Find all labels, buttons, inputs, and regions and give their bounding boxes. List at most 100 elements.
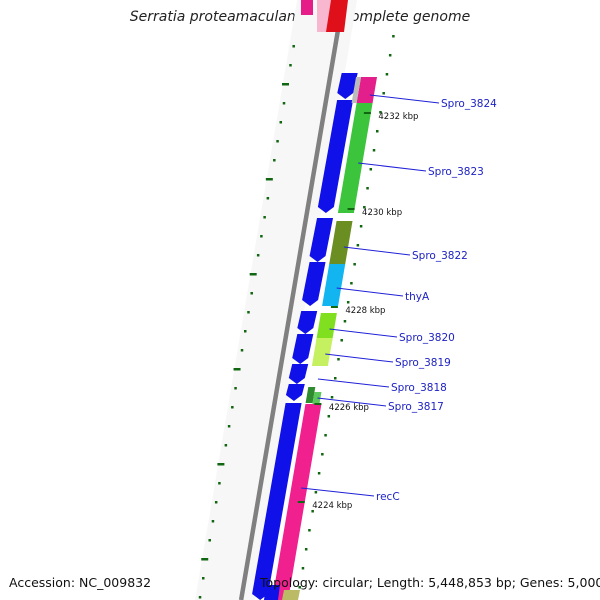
gene-label-Spro_3819: Spro_3819: [395, 357, 451, 369]
gene-leader-line: [325, 353, 394, 363]
kbp-label: 4228 kbp: [345, 306, 385, 316]
top-red-feature: [326, 0, 348, 32]
gene-label-thyA: thyA: [405, 291, 430, 303]
tick-dot: [317, 472, 321, 475]
tick-dot: [266, 197, 270, 200]
tick-dot: [301, 567, 305, 570]
gene-label-Spro_3824: Spro_3824: [441, 98, 497, 110]
tick-dot: [211, 520, 215, 523]
tick-dot: [202, 577, 205, 580]
gene-label-Spro_3823: Spro_3823: [428, 166, 484, 178]
gene-label-Spro_3817: Spro_3817: [388, 401, 444, 413]
tick-dot: [214, 501, 218, 504]
cds-forward-7: [288, 364, 309, 384]
tick-dot: [372, 149, 376, 152]
tick-dot: [279, 121, 283, 124]
gene-feature-thyA: [322, 264, 346, 306]
tick-dot: [346, 301, 350, 304]
tick-dot: [363, 206, 366, 209]
gene-feature-grey: [351, 77, 362, 103]
top-magenta-feature: [301, 0, 313, 15]
tick-dot: [366, 187, 369, 190]
tick-dot: [321, 453, 324, 456]
gene-leader-line: [343, 246, 411, 256]
cds-forward-5: [297, 311, 318, 334]
tick-dot: [359, 225, 363, 228]
tick-dot: [376, 130, 379, 133]
tick-dot: [350, 282, 353, 285]
gene-label-Spro_3820: Spro_3820: [399, 332, 455, 344]
gene-feature-Spro_3822: [329, 221, 353, 264]
gene-feature-Spro_3818: [305, 387, 316, 403]
tick-dot: [334, 377, 337, 380]
gene-leader-line: [301, 487, 375, 497]
tick-dot: [304, 548, 308, 551]
gene-leader-line: [369, 94, 440, 104]
tick-dot: [324, 434, 327, 437]
cds-forward-1: [337, 73, 358, 99]
gene-feature-Spro_3820: [316, 313, 337, 341]
tick-dash: [249, 273, 257, 276]
tick-dot: [282, 102, 286, 105]
gene-feature-Spro_3823: [337, 103, 373, 213]
cds-forward-3: [309, 218, 334, 262]
tick-dot: [337, 358, 340, 361]
kbp-label: 4224 kbp: [312, 501, 352, 511]
gene-feature-recC: [272, 404, 322, 600]
tick-dot: [198, 596, 202, 599]
bottom-yellow-feature: [282, 590, 300, 600]
tick-dot: [311, 510, 314, 513]
tick-dash: [281, 83, 289, 86]
tick-dot: [379, 111, 382, 114]
tick-dot: [231, 406, 234, 409]
cds-forward-2: [317, 100, 354, 213]
topology-text: Topology: circular; Length: 5,448,853 bp…: [260, 575, 600, 590]
tick-dot: [250, 292, 253, 295]
gene-feature-Spro_3819: [311, 338, 333, 366]
tick-dot: [392, 35, 395, 38]
gene-feature-Spro_3824: [356, 77, 378, 103]
tick-dot: [343, 320, 347, 323]
tick-dot: [308, 529, 311, 532]
tick-dot: [234, 387, 237, 390]
tick-dot: [260, 235, 263, 238]
tick-dot: [244, 330, 247, 333]
gene-label-recC: recC: [376, 491, 400, 503]
gene-feature-Spro_3817: [312, 392, 322, 404]
tick-dash: [201, 558, 209, 561]
tick-dot: [292, 45, 295, 48]
cds-forward-9: [252, 403, 302, 600]
tick-dot: [247, 311, 250, 314]
backbone-line: [238, 0, 346, 600]
cds-forward-6: [292, 334, 314, 364]
tick-dot: [208, 539, 211, 542]
tick-dot: [273, 159, 276, 162]
gene-leader-line: [336, 287, 404, 297]
cds-forward-8: [285, 384, 305, 401]
tick-dot: [353, 263, 356, 266]
tick-dot: [289, 64, 292, 67]
tick-dot: [314, 491, 318, 494]
gene-leader-line: [358, 162, 427, 172]
tick-dot: [256, 254, 260, 257]
tick-dash: [233, 368, 241, 371]
tick-dot: [340, 339, 343, 342]
tick-dot: [298, 586, 301, 589]
tick-dot: [218, 482, 221, 485]
kbp-label: 4226 kbp: [329, 403, 369, 413]
accession-text: Accession: NC_009832: [9, 575, 152, 590]
tick-dot: [224, 444, 228, 447]
tick-dot: [382, 92, 385, 95]
tick-dot: [356, 244, 360, 247]
cds-forward-4: [302, 262, 326, 306]
gene-leader-line: [317, 397, 387, 407]
gene-label-Spro_3822: Spro_3822: [412, 250, 468, 262]
kbp-label: 4230 kbp: [362, 208, 402, 218]
tick-dot: [227, 425, 231, 428]
tick-dot: [240, 349, 244, 352]
kbp-label: 4232 kbp: [378, 112, 418, 122]
tick-dot: [385, 73, 389, 76]
gene-leader-line: [329, 328, 398, 338]
gene-label-Spro_3818: Spro_3818: [391, 382, 447, 394]
